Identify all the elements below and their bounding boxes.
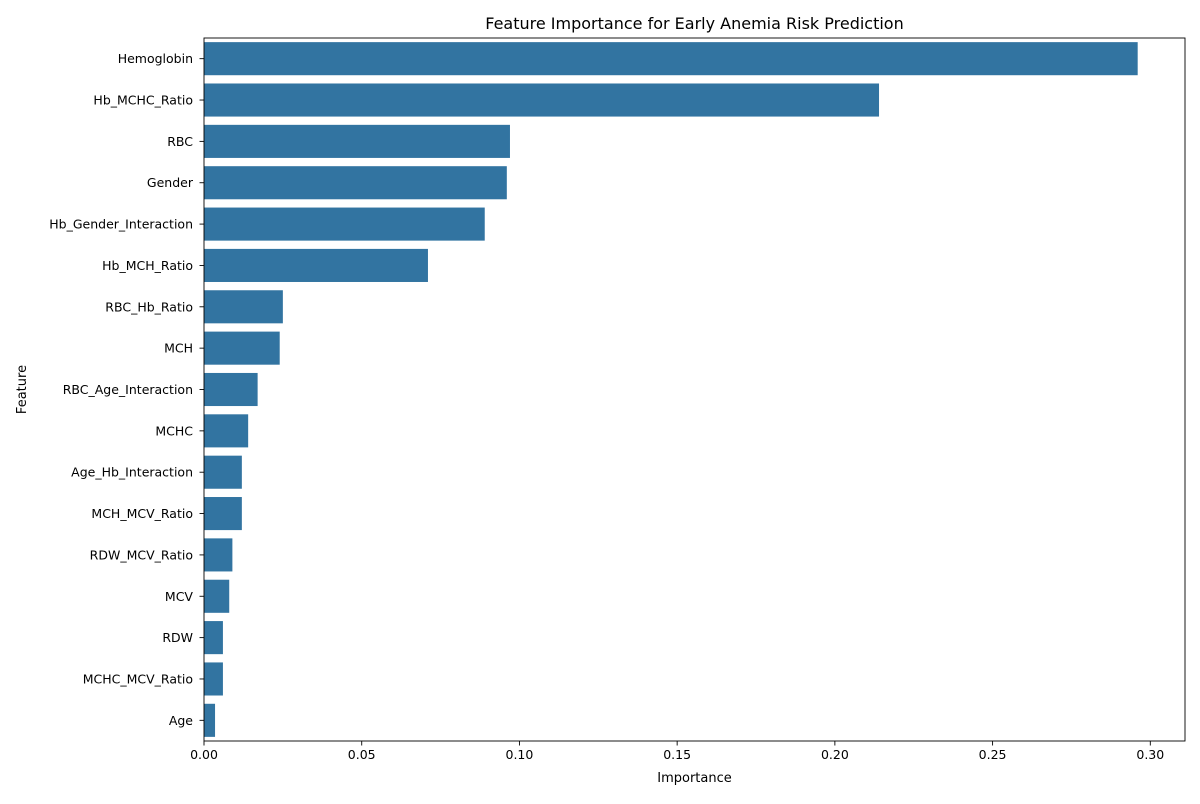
x-ticks: 0.00 0.05 0.10 0.15 0.20 0.25 0.30 (190, 741, 1164, 762)
y-tick-labels: Hemoglobin Hb_MCHC_Ratio RBC Gender Hb_Gende… (49, 51, 204, 728)
y-tick-label: RBC_Age_Interaction (63, 382, 193, 397)
y-tick-label: MCHC_MCV_Ratio (83, 671, 193, 686)
y-tick-label: RDW (162, 630, 193, 645)
x-tick-label: 0.20 (821, 747, 849, 762)
bar-gender (204, 166, 507, 200)
plot-frame (203, 37, 1186, 742)
y-tick-label: Gender (147, 175, 194, 190)
x-tick-label: 0.25 (979, 747, 1007, 762)
y-tick-label: RBC_Hb_Ratio (105, 299, 193, 314)
bar-mch (204, 331, 280, 365)
x-axis-title: Importance (657, 771, 732, 786)
bar-rdw (204, 621, 223, 655)
bar-rbc-hb-ratio (204, 290, 283, 324)
y-tick-label: RBC (167, 134, 193, 149)
y-tick-label: MCH_MCV_Ratio (91, 506, 193, 521)
y-tick-label: Age_Hb_Interaction (71, 465, 193, 480)
bar-mchc-mcv-ratio (204, 662, 223, 696)
bar-rbc (204, 124, 510, 158)
x-tick-label: 0.30 (1136, 747, 1164, 762)
y-tick-label: RDW_MCV_Ratio (90, 547, 193, 562)
bar-hb-gender-interaction (204, 207, 485, 241)
bar-age (204, 703, 216, 737)
y-tick-label: Age (169, 713, 193, 728)
bar-mchc (204, 414, 249, 448)
bar-age-hb-interaction (204, 455, 242, 489)
bar-rdw-mcv-ratio (204, 538, 233, 572)
x-tick-label: 0.00 (190, 747, 218, 762)
y-tick-label: MCHC (155, 423, 193, 438)
bar-hemoglobin (204, 42, 1138, 76)
y-tick-label: Hb_Gender_Interaction (49, 217, 193, 232)
chart-title: Feature Importance for Early Anemia Risk… (485, 14, 903, 33)
y-tick-label: Hemoglobin (118, 51, 193, 66)
y-tick-label: MCH (164, 341, 193, 356)
bars-layer (204, 42, 1138, 737)
y-axis-title: Feature (15, 365, 30, 414)
y-tick-label: Hb_MCHC_Ratio (93, 93, 193, 108)
x-tick-label: 0.05 (348, 747, 376, 762)
bar-hb-mch-ratio (204, 248, 428, 282)
y-tick-label: MCV (165, 589, 194, 604)
y-tick-label: Hb_MCH_Ratio (102, 258, 193, 273)
x-tick-label: 0.10 (506, 747, 534, 762)
bar-rbc-age-interaction (204, 372, 258, 407)
x-tick-label: 0.15 (663, 747, 691, 762)
bar-mcv (204, 579, 230, 613)
bar-hb-mchc-ratio (204, 83, 880, 117)
bar-mch-mcv-ratio (204, 497, 242, 531)
